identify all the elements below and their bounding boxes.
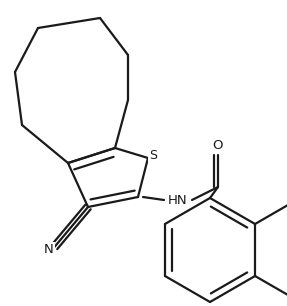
Text: N: N bbox=[44, 243, 53, 256]
Text: HN: HN bbox=[168, 193, 188, 207]
Text: S: S bbox=[149, 148, 157, 162]
Text: O: O bbox=[213, 139, 223, 151]
